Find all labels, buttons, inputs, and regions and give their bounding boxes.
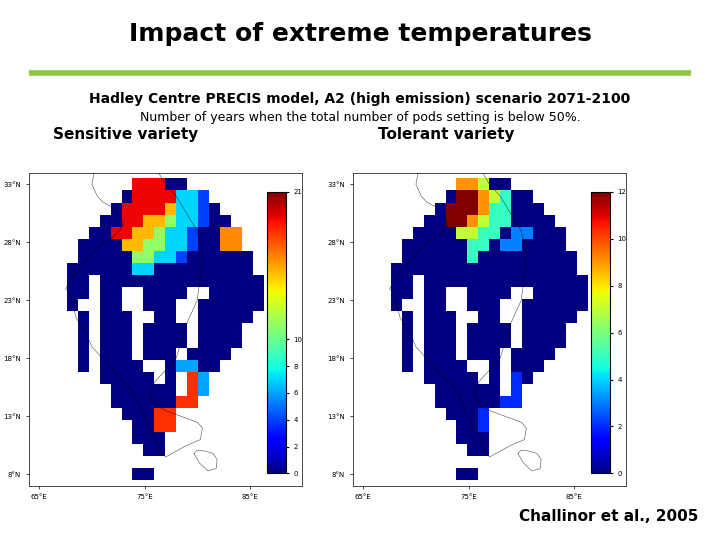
Text: Tolerant variety: Tolerant variety [378,127,515,142]
Text: Sensitive variety: Sensitive variety [53,127,199,142]
Text: Impact of extreme temperatures: Impact of extreme temperatures [129,22,591,45]
Text: Challinor et al., 2005: Challinor et al., 2005 [519,509,698,524]
Text: Hadley Centre PRECIS model, A2 (high emission) scenario 2071-2100: Hadley Centre PRECIS model, A2 (high emi… [89,92,631,106]
Text: Number of years when the total number of pods setting is below 50%.: Number of years when the total number of… [140,111,580,124]
